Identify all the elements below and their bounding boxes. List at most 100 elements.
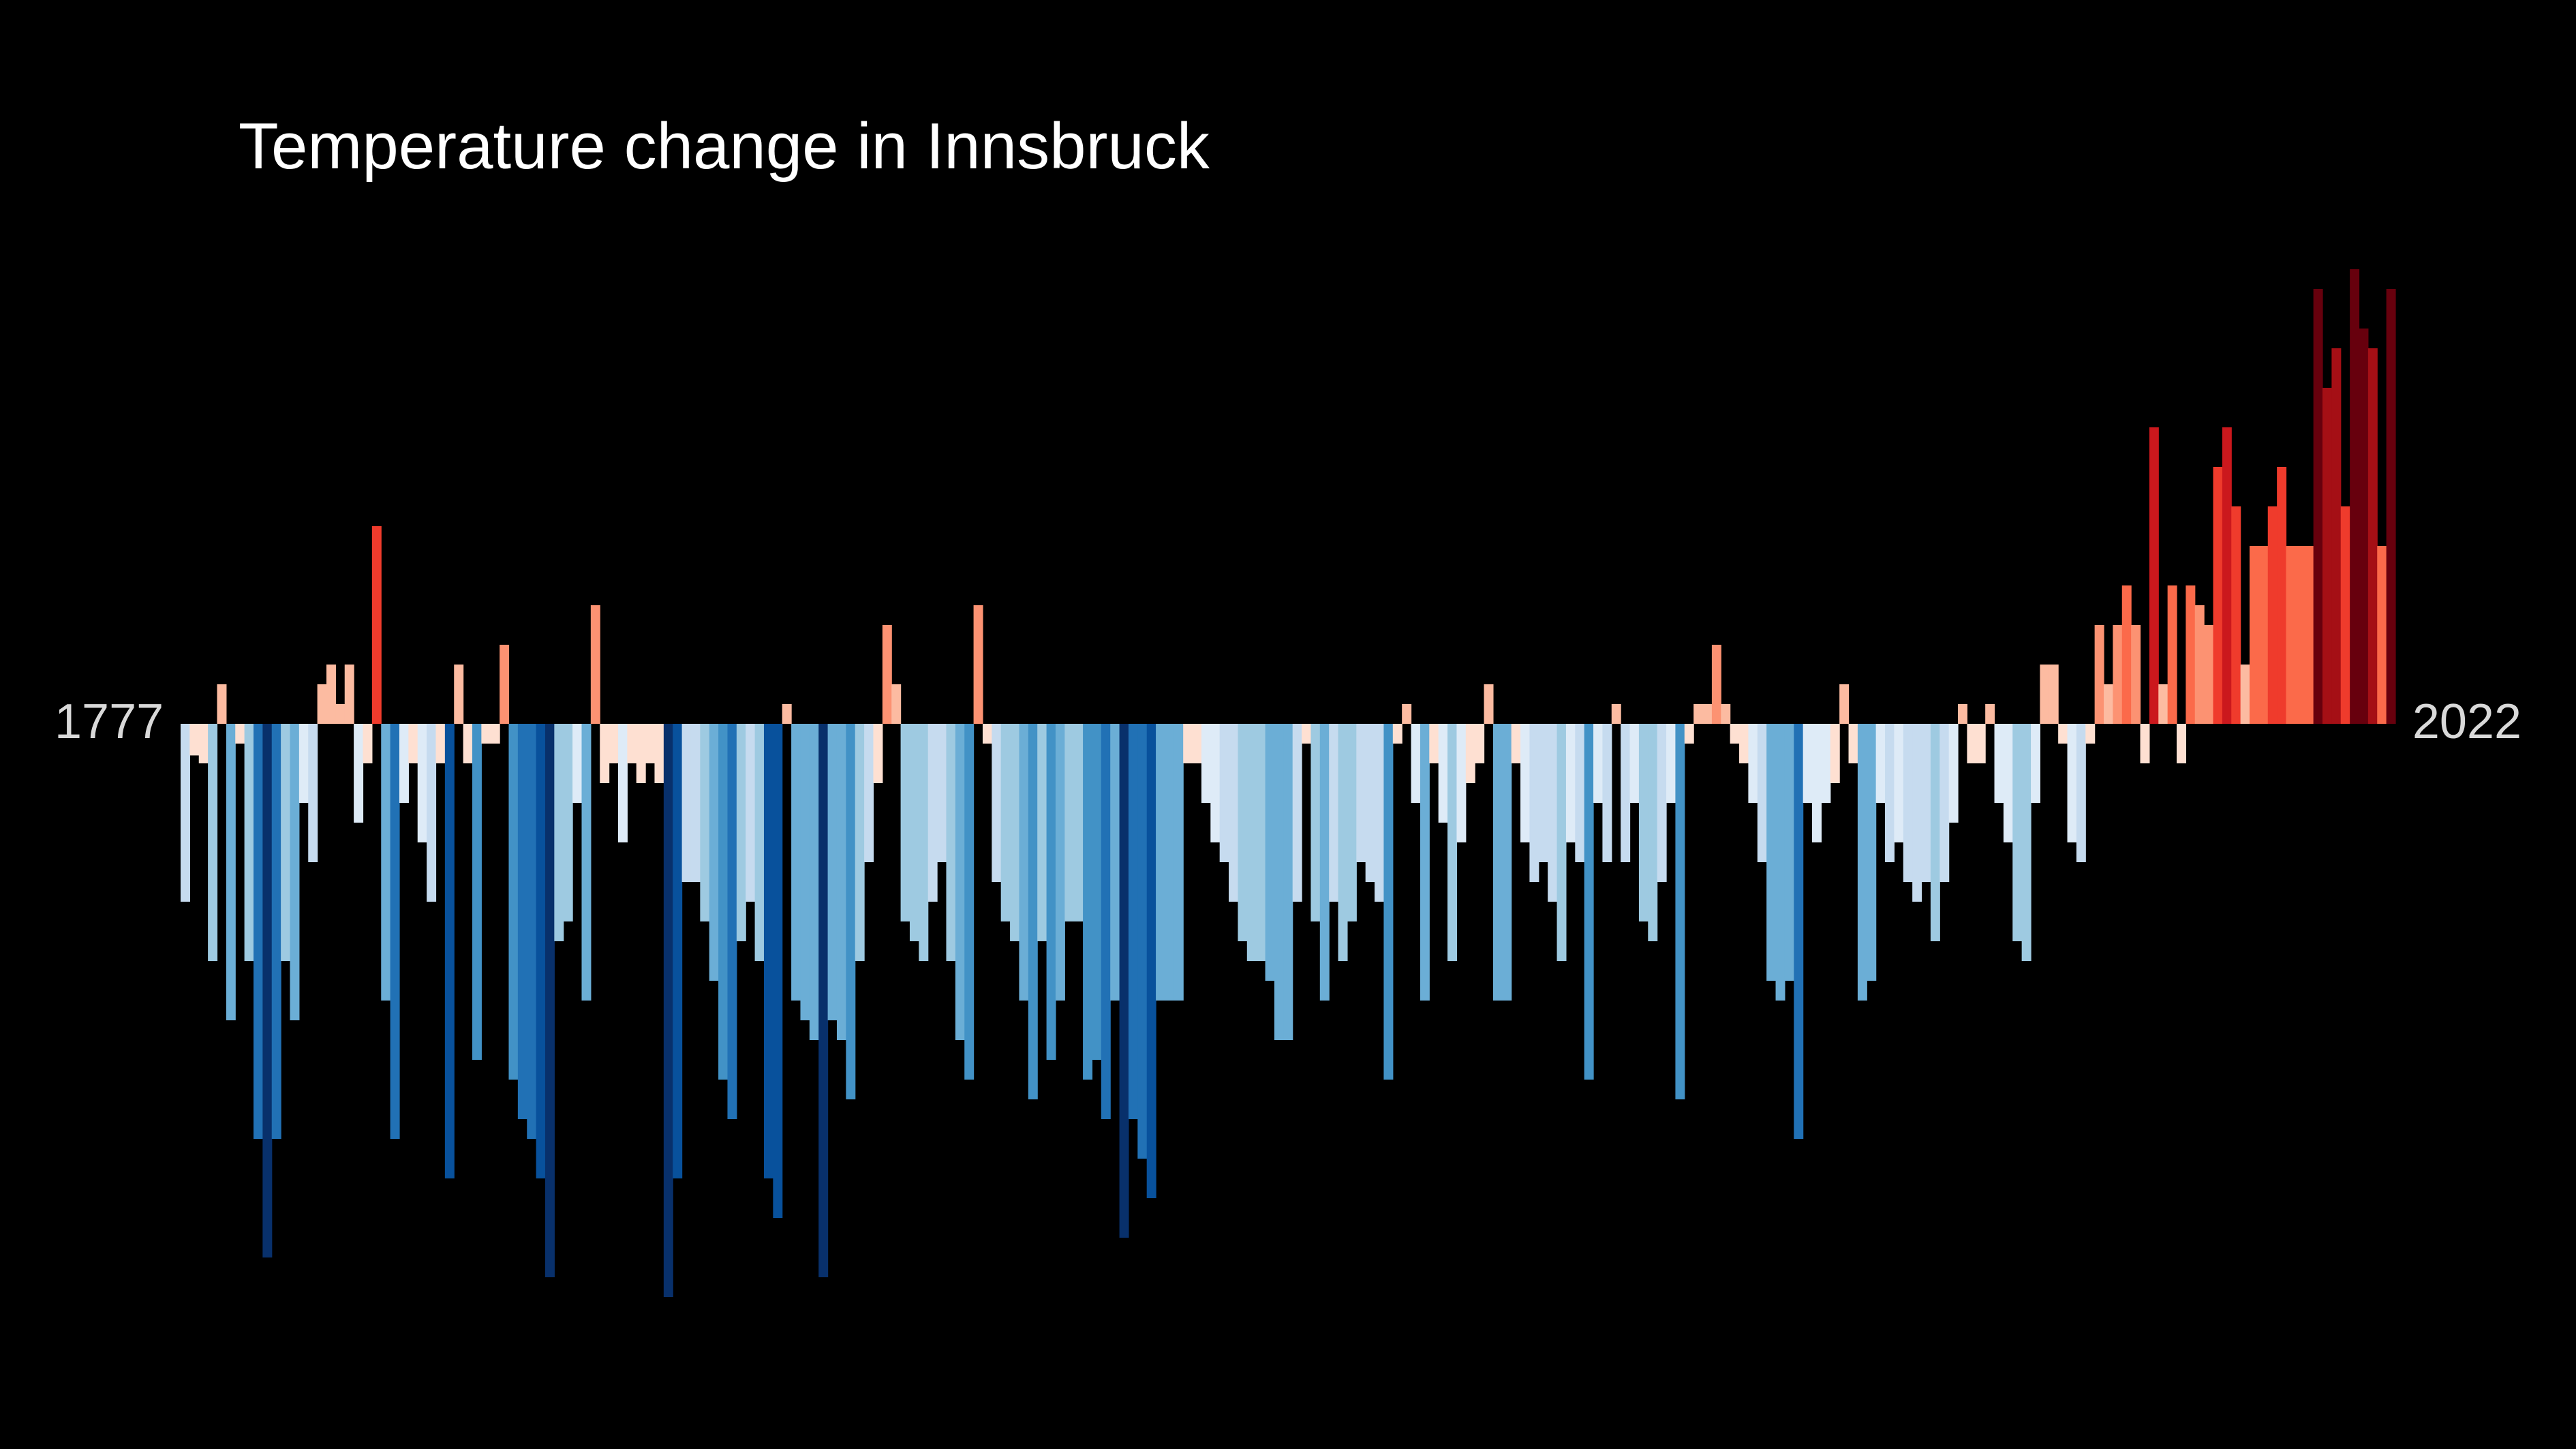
bar-1885 (1165, 724, 1175, 1001)
bar-1946 (1721, 704, 1731, 724)
bar-1976 (1994, 724, 2004, 803)
bar-1986 (2085, 724, 2096, 744)
bar-1983 (2058, 724, 2068, 744)
bar-1857 (909, 724, 919, 941)
bar-1920 (1484, 684, 1494, 724)
bar-1854 (882, 625, 892, 724)
bar-1935 (1621, 724, 1631, 862)
bar-1903 (1329, 724, 1339, 902)
bar-1931 (1584, 724, 1594, 1080)
bar-1848 (827, 724, 838, 1020)
bar-1812 (500, 645, 510, 724)
bar-1965 (1894, 724, 1904, 842)
bar-1870 (1028, 724, 1038, 1099)
bar-1915 (1438, 724, 1448, 823)
bar-1988 (2104, 684, 2113, 724)
bar-1928 (1557, 724, 1567, 961)
bar-1929 (1565, 724, 1576, 842)
bar-1880 (1119, 724, 1129, 1238)
bar-1856 (900, 724, 910, 921)
bar-1777 (181, 724, 190, 902)
bar-1853 (873, 724, 883, 783)
bar-1921 (1492, 724, 1503, 1001)
bar-1909 (1383, 724, 1394, 1080)
bar-1796 (354, 724, 364, 823)
bar-1938 (1648, 724, 1658, 941)
bar-1959 (1839, 684, 1850, 724)
bar-1943 (1693, 704, 1704, 724)
bar-1996 (2177, 724, 2186, 763)
bar-1927 (1548, 724, 1558, 902)
bar-1783 (235, 724, 245, 744)
bar-1780 (208, 724, 218, 961)
bar-1967 (1912, 724, 1922, 902)
bar-1811 (490, 724, 500, 744)
bar-1784 (244, 724, 254, 961)
bar-1806 (444, 724, 455, 1178)
bar-1911 (1402, 704, 1412, 724)
bar-1972 (1958, 704, 1967, 724)
bar-1933 (1602, 724, 1612, 862)
bar-1898 (1283, 724, 1293, 1040)
bar-1894 (1246, 724, 1257, 961)
bar-1787 (271, 724, 281, 1139)
bar-1825 (617, 724, 628, 842)
bar-1782 (226, 724, 236, 1020)
bar-1991 (2131, 625, 2141, 724)
bar-1794 (335, 704, 346, 724)
bar-2016 (2359, 329, 2369, 724)
bar-1916 (1447, 724, 1458, 961)
bar-1987 (2094, 625, 2104, 724)
bar-1971 (1948, 724, 1959, 823)
bar-1884 (1156, 724, 1166, 1001)
bar-1824 (609, 724, 619, 763)
bar-1908 (1375, 724, 1385, 902)
bar-1781 (217, 684, 227, 724)
bar-2001 (2222, 427, 2232, 724)
bar-1877 (1092, 724, 1102, 1060)
bar-1979 (2021, 724, 2031, 961)
bar-1904 (1338, 724, 1348, 961)
bar-1778 (189, 724, 200, 756)
bar-1889 (1201, 724, 1211, 803)
bar-1837 (727, 724, 737, 1119)
bar-2018 (2377, 546, 2387, 724)
bar-1947 (1730, 724, 1740, 744)
bar-2013 (2331, 348, 2342, 724)
bar-1952 (1775, 724, 1785, 1001)
bar-1899 (1292, 724, 1302, 902)
bar-1861 (946, 724, 956, 961)
bar-1949 (1748, 724, 1758, 803)
bar-1820 (572, 724, 583, 803)
bar-1822 (590, 605, 600, 724)
bar-1963 (1875, 724, 1886, 803)
bar-1892 (1229, 724, 1239, 902)
bar-1977 (2003, 724, 2013, 842)
bar-1948 (1739, 724, 1749, 763)
bar-1831 (673, 724, 683, 1178)
bar-1957 (1821, 724, 1831, 803)
bar-1789 (290, 724, 300, 1020)
bar-1973 (1967, 724, 1977, 763)
bar-1913 (1420, 724, 1430, 1001)
bar-1897 (1274, 724, 1284, 1040)
bar-1902 (1319, 724, 1330, 1001)
bar-1934 (1611, 704, 1621, 724)
bar-1995 (2167, 585, 2177, 724)
bar-1895 (1256, 724, 1266, 961)
bar-1788 (281, 724, 291, 961)
bar-1832 (681, 724, 692, 882)
bar-2011 (2313, 289, 2323, 724)
bar-1809 (472, 724, 482, 1060)
bar-1969 (1930, 724, 1940, 941)
bar-1968 (1921, 724, 1931, 882)
bar-1907 (1365, 724, 1375, 882)
bar-1851 (855, 724, 865, 961)
bar-1966 (1903, 724, 1913, 882)
bar-1807 (454, 665, 464, 724)
bar-1873 (1055, 724, 1065, 1001)
bar-1990 (2121, 585, 2132, 724)
bar-1872 (1046, 724, 1056, 1060)
bar-1956 (1812, 724, 1822, 842)
bar-1841 (763, 724, 773, 1178)
